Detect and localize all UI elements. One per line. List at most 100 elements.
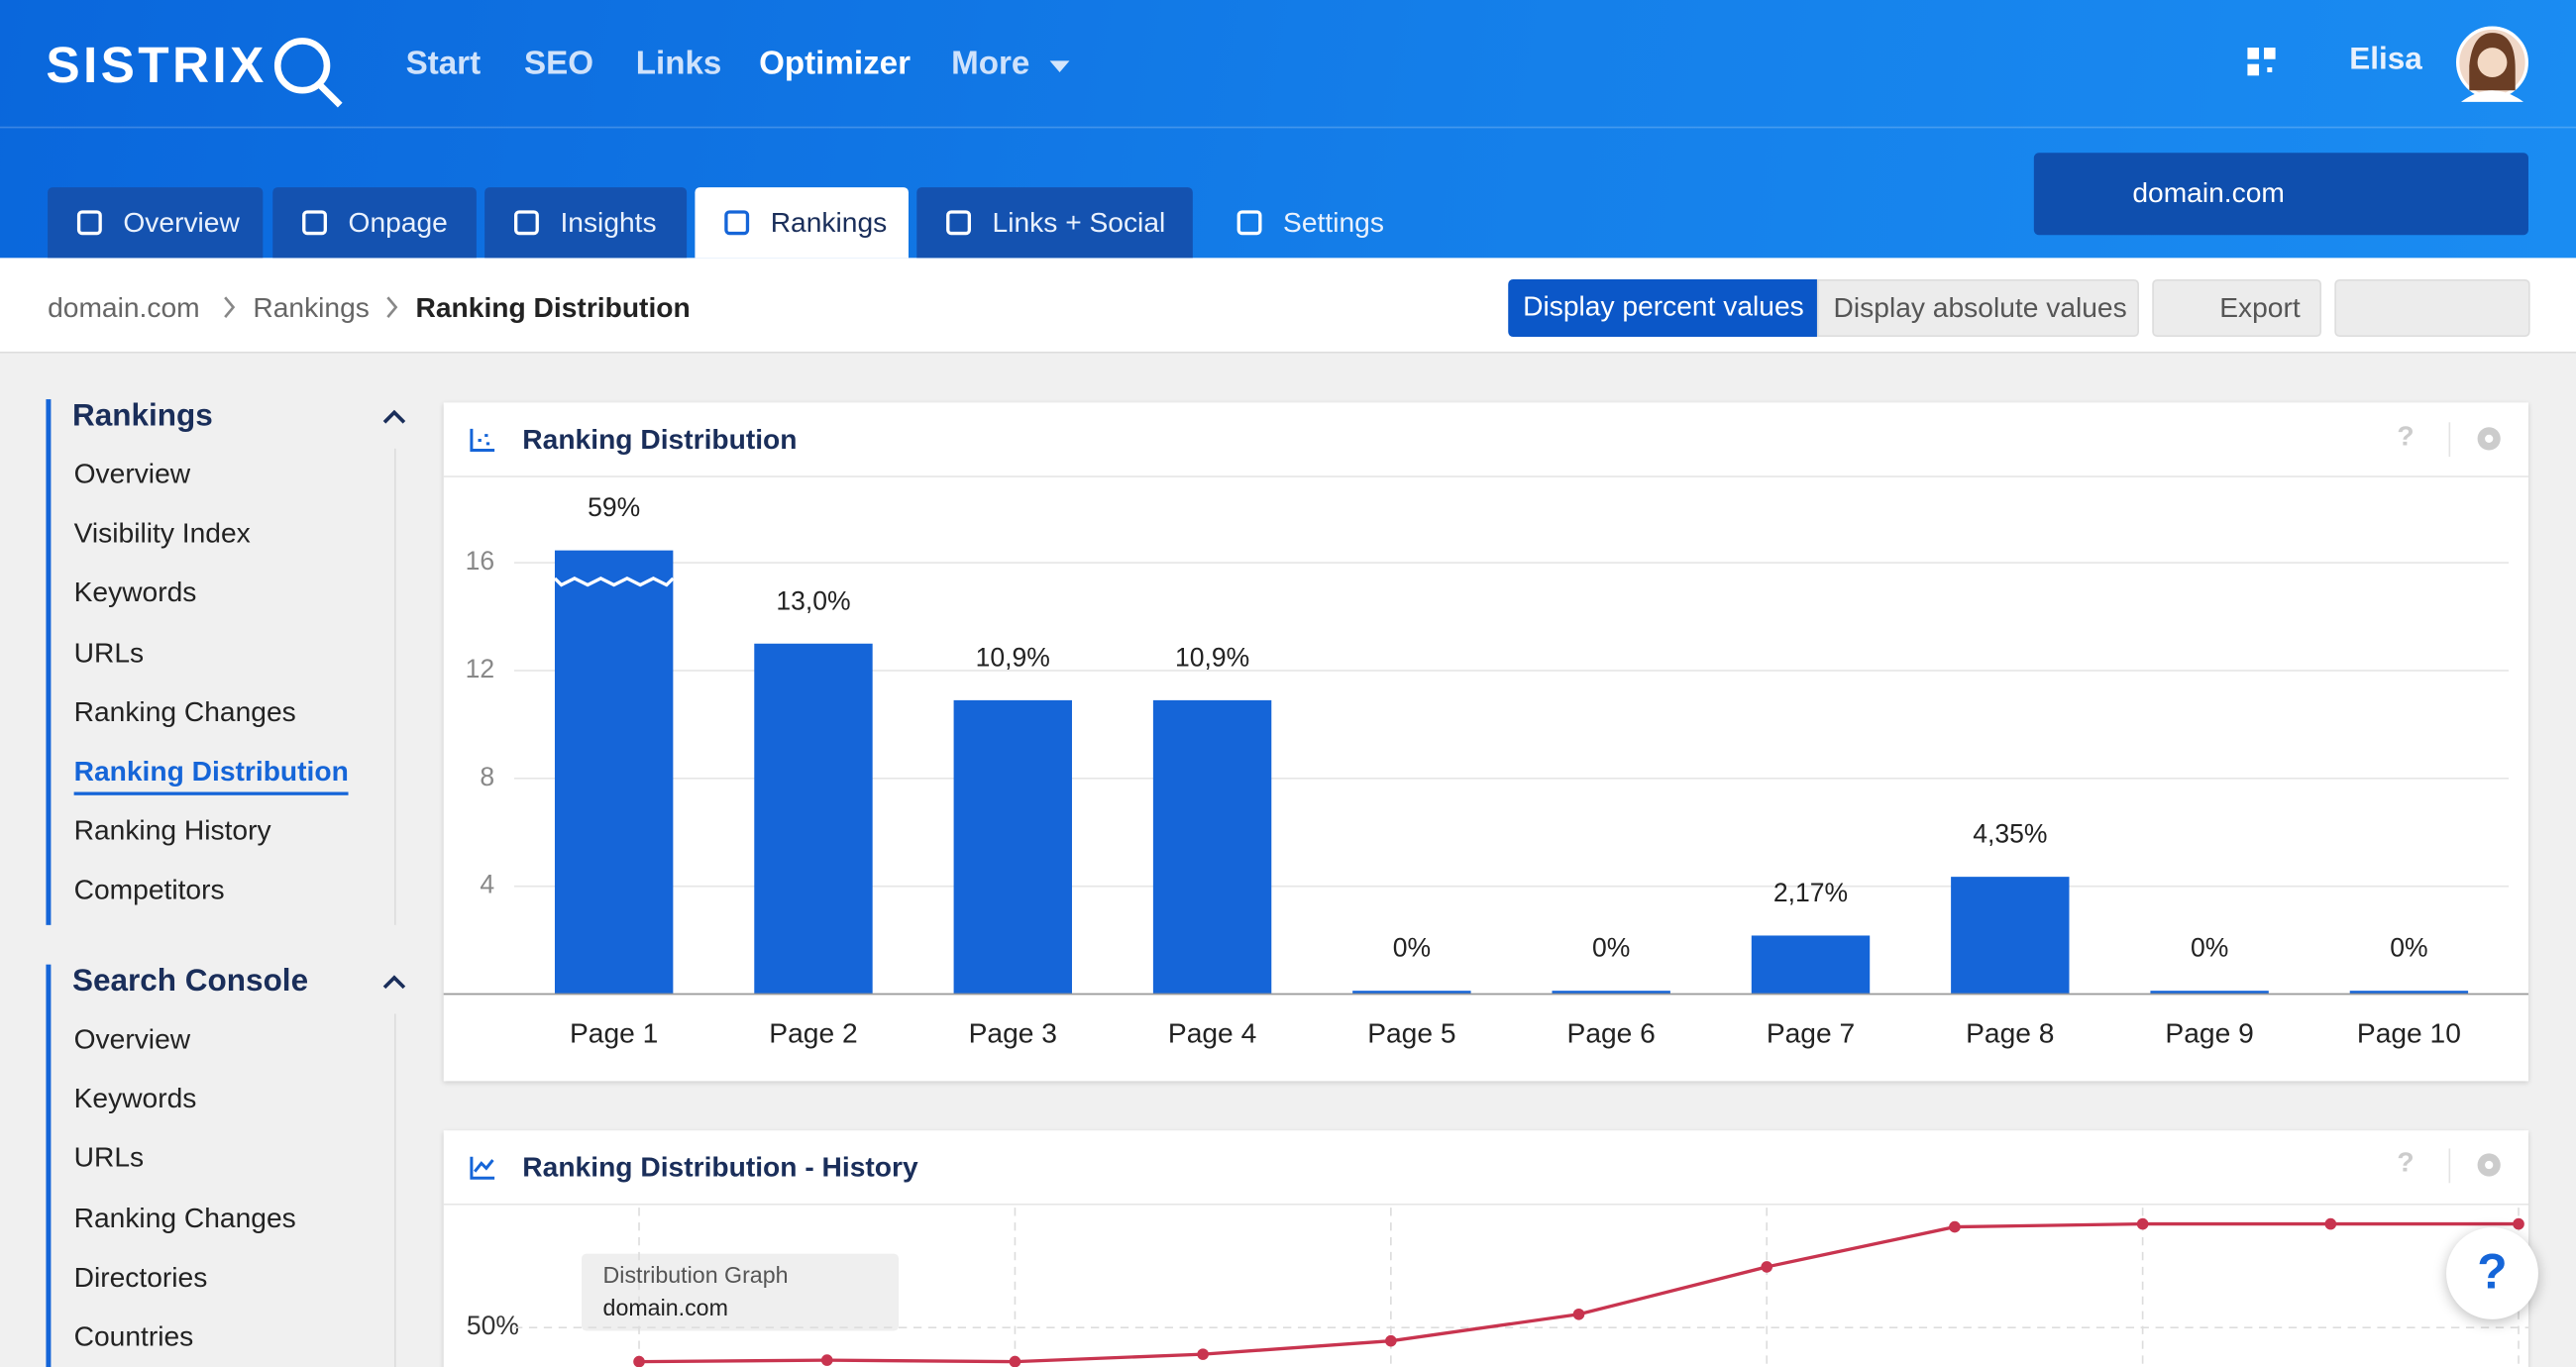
sidebar-item[interactable]: URLs (73, 636, 145, 669)
tab[interactable] (916, 187, 1193, 259)
value-label: 13,0% (776, 585, 850, 615)
domain-label[interactable]: domain.com (2132, 177, 2285, 209)
bar (1552, 991, 1670, 995)
nav-item[interactable]: Links (635, 46, 722, 82)
x-tick-label: Page 8 (1966, 1016, 2054, 1048)
breadcrumb-bar (0, 258, 2576, 354)
btn-percent[interactable]: Display percent values (1508, 278, 1817, 338)
card-title: Ranking Distribution - History (522, 1151, 918, 1184)
card-icons (470, 428, 495, 1180)
bar (1352, 991, 1471, 995)
sidebar-item[interactable]: Overview (73, 1023, 191, 1055)
point (2513, 1217, 2524, 1230)
help-icon[interactable]: ? (2397, 1146, 2415, 1179)
domain-select[interactable] (2033, 153, 2528, 236)
gear-holes (2485, 434, 2494, 1170)
point (1009, 1355, 1021, 1367)
tab-label[interactable]: Rankings (770, 206, 888, 239)
nav-item[interactable]: More (951, 46, 1030, 82)
btn-export[interactable]: Export (2152, 278, 2322, 338)
breadcrumb-item[interactable]: domain.com (48, 292, 200, 324)
sidebar-item[interactable]: Ranking History (73, 815, 271, 847)
sidebar-accent (46, 399, 52, 925)
sidebar-item[interactable]: Keywords (73, 577, 197, 609)
tab-label[interactable]: Links + Social (992, 206, 1166, 239)
bar (2349, 991, 2469, 995)
sidebar-item[interactable]: URLs (73, 1142, 145, 1174)
sidebar-title[interactable]: Rankings (71, 399, 213, 434)
user-name[interactable]: Elisa (2349, 43, 2422, 77)
sidebar-title[interactable]: Search Console (71, 964, 309, 999)
tab[interactable] (272, 187, 477, 259)
tab[interactable] (484, 187, 688, 259)
point (820, 1354, 833, 1366)
nav-item[interactable]: Start (405, 46, 482, 82)
nav-item[interactable]: Optimizer (759, 46, 912, 82)
value-label: 4,35% (1973, 819, 2047, 849)
axis-break (553, 577, 675, 587)
sidebar-item[interactable]: Competitors (73, 875, 225, 906)
tab-label[interactable]: Overview (123, 206, 240, 239)
logo: SISTRIX (46, 36, 268, 94)
header-divider (0, 126, 2576, 129)
point (1385, 1334, 1397, 1347)
sidebar-item[interactable]: Ranking Changes (73, 1202, 296, 1234)
value-label: 0% (2191, 933, 2228, 963)
point (2324, 1217, 2337, 1230)
collapse-chevrons (382, 409, 406, 990)
help-icon[interactable]: ? (2397, 420, 2415, 453)
tab-icon (946, 210, 971, 236)
btn-icons[interactable] (2334, 278, 2530, 338)
point (1761, 1261, 1773, 1273)
bar (2150, 991, 2269, 995)
sidebar-item[interactable]: Ranking Distribution (73, 756, 349, 795)
x-tick-label: Page 10 (2357, 1016, 2461, 1048)
y-tick-label: 50% (467, 1311, 519, 1340)
sidebar-item[interactable]: Overview (73, 458, 191, 490)
tab-label[interactable]: Settings (1283, 206, 1384, 239)
point (1949, 1220, 1961, 1233)
value-label: 59% (588, 492, 640, 522)
tab[interactable] (48, 187, 264, 259)
sidebar-rule (393, 1013, 396, 1367)
tab[interactable] (695, 187, 909, 259)
line (639, 1221, 2520, 1364)
x-tick-label: Page 5 (1367, 1016, 1455, 1048)
sidebar-item[interactable]: Countries (73, 1320, 194, 1353)
value-label: 10,9% (1175, 642, 1249, 672)
y-tick-label: 4 (480, 870, 494, 899)
bar (953, 699, 1072, 995)
tab-icon (1236, 210, 1262, 236)
bar (754, 643, 873, 995)
value-label: 0% (2390, 933, 2427, 963)
tab-label[interactable]: Insights (560, 206, 657, 239)
breadcrumb-item: Ranking Distribution (415, 292, 691, 324)
tab-icon (302, 210, 327, 236)
breadcrumb-item[interactable]: Rankings (253, 292, 370, 324)
help-button[interactable]: ? (2446, 1227, 2538, 1319)
point (633, 1355, 645, 1367)
y-tick-label: 12 (466, 654, 494, 684)
card-title: Ranking Distribution (522, 423, 798, 456)
point (2136, 1217, 2149, 1230)
sidebar-item[interactable]: Keywords (73, 1083, 197, 1114)
tab-label[interactable]: Onpage (348, 206, 448, 239)
value-label: 2,17% (1773, 878, 1848, 907)
logo-magnifier (273, 38, 343, 108)
point (1197, 1348, 1209, 1360)
y-tick-label: 8 (480, 762, 494, 791)
sidebar-item[interactable]: Directories (73, 1261, 208, 1294)
nav-item[interactable]: SEO (523, 46, 594, 82)
x-tick-label: Page 1 (570, 1016, 658, 1048)
x-tick-label: Page 4 (1168, 1016, 1256, 1048)
tooltip-box (582, 1253, 900, 1331)
tab-icon (514, 210, 539, 236)
btn-absolute[interactable]: Display absolute values (1816, 278, 2139, 338)
apps-icon (2247, 48, 2276, 76)
sidebar-item[interactable]: Ranking Changes (73, 695, 296, 728)
sidebar-item[interactable]: Visibility Index (73, 517, 251, 550)
tooltip-series: domain.com (603, 1295, 728, 1320)
sidebar-rule (393, 448, 396, 925)
point (1572, 1308, 1585, 1320)
